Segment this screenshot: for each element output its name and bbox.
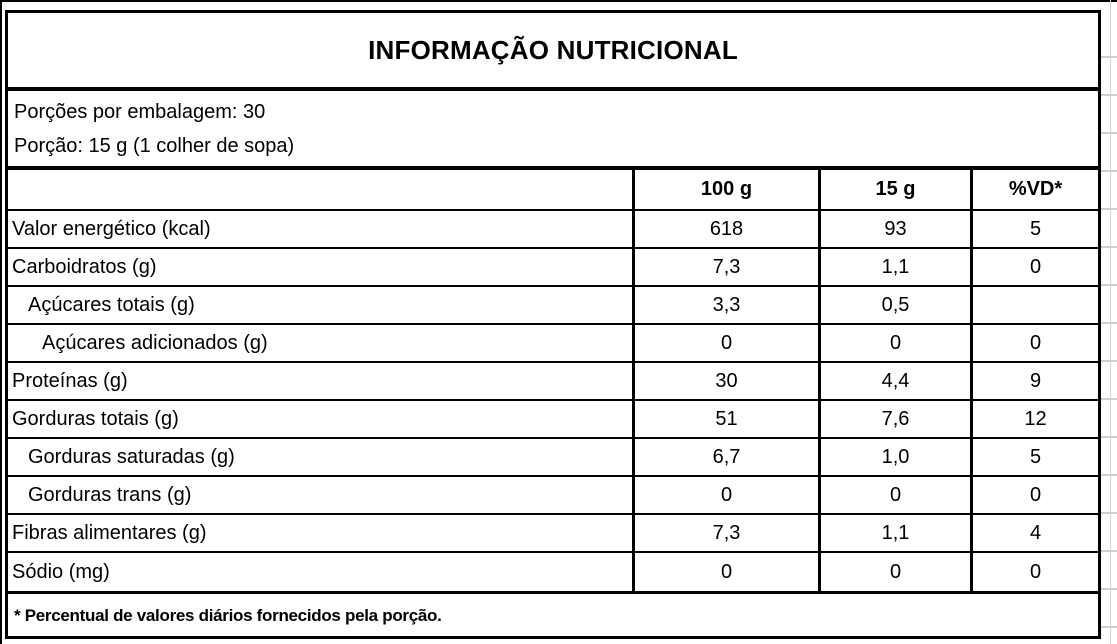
- screenshot-frame-top: [0, 0, 1117, 2]
- row-label-cell: Gorduras trans (g): [8, 477, 632, 513]
- table-row: Gorduras trans (g) 0 0 0: [8, 477, 1098, 515]
- value-15g: 4,4: [818, 363, 970, 399]
- row-label: Açúcares adicionados (g): [42, 331, 268, 354]
- column-header-vd: %VD*: [970, 170, 1098, 209]
- value-100g: 30: [632, 363, 818, 399]
- table-row: Proteínas (g) 30 4,4 9: [8, 363, 1098, 401]
- row-label: Sódio (mg): [12, 560, 110, 583]
- footnote-text: * Percentual de valores diários fornecid…: [14, 606, 442, 625]
- value-100g: 0: [632, 477, 818, 513]
- value-15g: 0: [818, 477, 970, 513]
- value-vd: 5: [970, 439, 1098, 475]
- value-15g: 1,1: [818, 249, 970, 285]
- spreadsheet-gridlines: [1101, 0, 1117, 644]
- value-100g: 51: [632, 401, 818, 437]
- row-label-cell: Açúcares adicionados (g): [8, 325, 632, 361]
- value-100g: 618: [632, 211, 818, 247]
- row-label: Gorduras trans (g): [28, 483, 192, 506]
- column-header-15g: 15 g: [818, 170, 970, 209]
- row-label-cell: Sódio (mg): [8, 553, 632, 591]
- value-vd: 0: [970, 553, 1098, 591]
- row-label: Açúcares totais (g): [28, 293, 195, 316]
- screenshot-frame-left: [0, 0, 2, 644]
- row-label-cell: Fibras alimentares (g): [8, 515, 632, 551]
- table-title-row: INFORMAÇÃO NUTRICIONAL: [8, 13, 1098, 91]
- table-row: Gorduras saturadas (g) 6,7 1,0 5: [8, 439, 1098, 477]
- column-header-100g: 100 g: [632, 170, 818, 209]
- value-vd: 0: [970, 249, 1098, 285]
- table-title: INFORMAÇÃO NUTRICIONAL: [368, 34, 738, 65]
- value-vd: 0: [970, 477, 1098, 513]
- nutrient-grid: 100 g 15 g %VD* Valor energético (kcal) …: [8, 170, 1098, 594]
- value-100g: 7,3: [632, 249, 818, 285]
- row-label-cell: Gorduras totais (g): [8, 401, 632, 437]
- column-header-empty: [8, 170, 632, 209]
- value-vd: [970, 287, 1098, 323]
- footnote-row: * Percentual de valores diários fornecid…: [8, 594, 1098, 638]
- row-label: Fibras alimentares (g): [12, 521, 207, 544]
- servings-per-package: Porções por embalagem: 30: [14, 101, 266, 123]
- serving-info-section: Porções por embalagem: 30 Porção: 15 g (…: [8, 91, 1098, 170]
- column-header-row: 100 g 15 g %VD*: [8, 170, 1098, 211]
- table-row: Gorduras totais (g) 51 7,6 12: [8, 401, 1098, 439]
- row-label: Carboidratos (g): [12, 255, 157, 278]
- value-15g: 93: [818, 211, 970, 247]
- table-row: Carboidratos (g) 7,3 1,1 0: [8, 249, 1098, 287]
- value-100g: 6,7: [632, 439, 818, 475]
- value-15g: 0: [818, 553, 970, 591]
- row-label-cell: Valor energético (kcal): [8, 211, 632, 247]
- value-15g: 0,5: [818, 287, 970, 323]
- row-label: Gorduras saturadas (g): [28, 445, 235, 468]
- row-label-cell: Carboidratos (g): [8, 249, 632, 285]
- value-vd: 5: [970, 211, 1098, 247]
- value-100g: 7,3: [632, 515, 818, 551]
- value-vd: 9: [970, 363, 1098, 399]
- value-100g: 0: [632, 553, 818, 591]
- value-15g: 7,6: [818, 401, 970, 437]
- table-row: Sódio (mg) 0 0 0: [8, 553, 1098, 591]
- table-row: Fibras alimentares (g) 7,3 1,1 4: [8, 515, 1098, 553]
- value-15g: 1,0: [818, 439, 970, 475]
- table-row: Valor energético (kcal) 618 93 5: [8, 211, 1098, 249]
- value-vd: 12: [970, 401, 1098, 437]
- value-100g: 0: [632, 325, 818, 361]
- row-label: Gorduras totais (g): [12, 407, 179, 430]
- nutrient-rows: Valor energético (kcal) 618 93 5 Carboid…: [8, 211, 1098, 591]
- row-label-cell: Proteínas (g): [8, 363, 632, 399]
- row-label-cell: Açúcares totais (g): [8, 287, 632, 323]
- value-15g: 1,1: [818, 515, 970, 551]
- value-vd: 4: [970, 515, 1098, 551]
- table-row: Açúcares adicionados (g) 0 0 0: [8, 325, 1098, 363]
- value-100g: 3,3: [632, 287, 818, 323]
- row-label: Proteínas (g): [12, 369, 128, 392]
- value-15g: 0: [818, 325, 970, 361]
- row-label: Valor energético (kcal): [12, 217, 211, 240]
- table-row: Açúcares totais (g) 3,3 0,5: [8, 287, 1098, 325]
- nutrition-facts-table: INFORMAÇÃO NUTRICIONAL Porções por embal…: [5, 10, 1101, 639]
- value-vd: 0: [970, 325, 1098, 361]
- row-label-cell: Gorduras saturadas (g): [8, 439, 632, 475]
- serving-size: Porção: 15 g (1 colher de sopa): [14, 135, 295, 157]
